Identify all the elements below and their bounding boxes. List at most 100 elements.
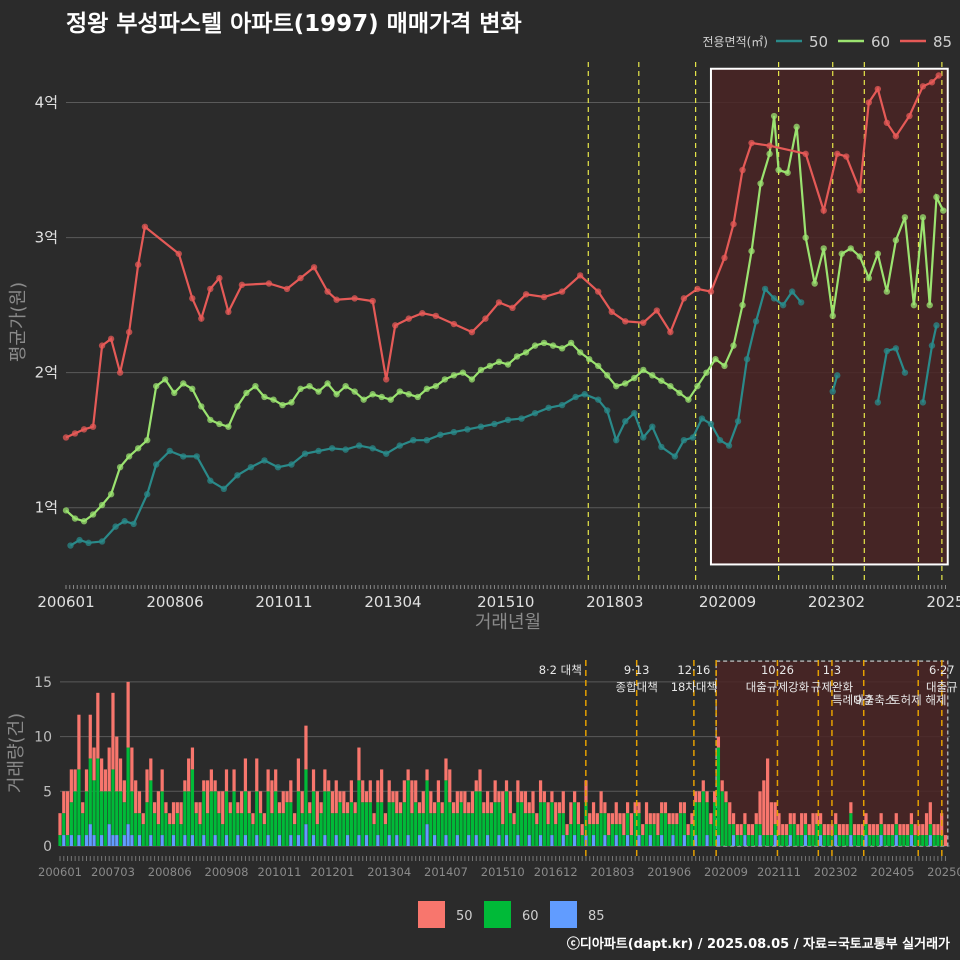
bar-85 — [818, 835, 823, 846]
bar-60 — [796, 835, 800, 846]
data-point-85 — [865, 99, 873, 106]
bar-60 — [871, 835, 876, 846]
bar-85 — [671, 835, 675, 846]
bar-85 — [84, 835, 89, 846]
bar-60 — [243, 791, 248, 836]
bar-60 — [353, 813, 357, 846]
bar-85 — [255, 835, 259, 846]
data-point-50 — [797, 299, 805, 306]
bar-50 — [69, 769, 73, 803]
data-point-50 — [558, 401, 566, 409]
data-point-60 — [477, 366, 485, 374]
bar-50 — [622, 813, 626, 836]
bar-60 — [750, 835, 755, 846]
x-axis-label: 거래년월 — [475, 612, 541, 633]
data-point-50 — [631, 409, 638, 417]
bar-50 — [512, 813, 516, 825]
bar-50 — [788, 813, 792, 825]
data-point-60 — [504, 361, 512, 368]
bar-85 — [202, 835, 206, 846]
bar-50 — [845, 824, 849, 836]
bar-60 — [300, 813, 304, 846]
bar-60 — [277, 813, 282, 836]
data-point-85 — [432, 312, 440, 320]
bar-60 — [535, 824, 539, 846]
bar-50 — [179, 802, 183, 825]
bar-60 — [96, 758, 100, 846]
bar-60 — [625, 813, 630, 836]
bar-60 — [538, 802, 543, 836]
bar-60 — [470, 813, 475, 846]
bar-85 — [289, 835, 293, 846]
data-point-50 — [220, 485, 228, 493]
bar-85 — [122, 835, 126, 846]
bar-85 — [803, 835, 808, 846]
bar-85 — [660, 835, 664, 846]
policy-annotation: 종합대책 — [616, 680, 658, 694]
data-point-50 — [829, 388, 836, 395]
data-point-60 — [180, 380, 187, 387]
bar-85 — [834, 835, 838, 846]
policy-annotation: 1·3 — [823, 663, 841, 677]
data-point-85 — [622, 318, 629, 325]
x-tick-label: 202302 — [808, 593, 865, 611]
bar-50 — [100, 758, 104, 792]
bar-50 — [342, 791, 346, 814]
bar-50 — [879, 813, 883, 825]
legend-label-50: 50 — [456, 909, 473, 924]
data-point-85 — [680, 295, 688, 302]
bar-50 — [826, 824, 830, 836]
data-point-60 — [71, 515, 79, 522]
bar-50 — [425, 769, 429, 781]
bar-85 — [323, 835, 327, 846]
data-point-60 — [901, 214, 909, 221]
bar-85 — [130, 835, 134, 846]
bar-60 — [304, 769, 308, 825]
data-point-60 — [940, 207, 947, 214]
bar-50 — [830, 824, 834, 836]
bar-50 — [327, 780, 331, 792]
bar-60 — [274, 791, 278, 846]
bar-50 — [414, 780, 418, 803]
bar-85 — [648, 835, 652, 846]
bar-85 — [637, 835, 641, 846]
bar-60 — [648, 824, 652, 836]
data-point-85 — [392, 322, 399, 329]
bar-60 — [909, 824, 914, 836]
bar-50 — [81, 802, 85, 814]
bar-50 — [88, 714, 92, 759]
bar-50 — [610, 813, 615, 825]
data-point-50 — [342, 446, 349, 453]
bar-60 — [258, 813, 263, 846]
bar-50 — [338, 791, 342, 803]
bar-50 — [743, 813, 747, 825]
bar-60 — [550, 802, 554, 836]
bar-50 — [682, 802, 686, 814]
data-point-60 — [125, 453, 133, 460]
data-point-60 — [576, 349, 584, 356]
bar-50 — [663, 802, 668, 814]
bar-60 — [682, 813, 686, 836]
bar-50 — [251, 813, 255, 825]
bar-60 — [754, 824, 758, 846]
bar-50 — [686, 824, 690, 836]
bar-60 — [622, 835, 626, 846]
bar-60 — [448, 802, 452, 846]
bar-85 — [357, 835, 361, 846]
bar-60 — [357, 780, 361, 836]
data-point-50 — [207, 477, 214, 484]
data-point-50 — [85, 539, 92, 547]
bar-60 — [111, 769, 115, 836]
bar-50 — [383, 813, 388, 825]
data-point-50 — [531, 409, 539, 417]
bar-50 — [883, 824, 887, 836]
bar-60 — [183, 791, 187, 836]
data-point-50 — [779, 301, 787, 309]
bar-50 — [478, 769, 482, 792]
data-point-60 — [676, 389, 683, 397]
data-point-50 — [383, 450, 390, 457]
bar-50 — [296, 758, 301, 792]
bar-50 — [535, 813, 539, 825]
data-point-50 — [355, 442, 363, 449]
legend-swatch-50 — [418, 901, 445, 928]
